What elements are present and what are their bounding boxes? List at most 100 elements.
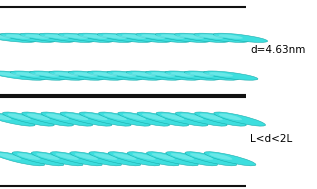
Ellipse shape	[68, 71, 123, 80]
Ellipse shape	[180, 114, 204, 120]
Ellipse shape	[97, 33, 152, 42]
Ellipse shape	[29, 71, 84, 80]
Ellipse shape	[107, 71, 161, 80]
Ellipse shape	[102, 34, 127, 39]
Ellipse shape	[195, 112, 246, 126]
Ellipse shape	[218, 34, 243, 39]
Ellipse shape	[185, 152, 237, 166]
Ellipse shape	[194, 33, 248, 42]
Ellipse shape	[180, 34, 204, 39]
Ellipse shape	[17, 153, 40, 160]
Ellipse shape	[155, 33, 210, 42]
Ellipse shape	[152, 153, 175, 160]
Ellipse shape	[147, 152, 198, 166]
Ellipse shape	[51, 152, 102, 166]
Ellipse shape	[27, 114, 50, 120]
Ellipse shape	[59, 33, 113, 42]
Ellipse shape	[171, 153, 194, 160]
Ellipse shape	[118, 112, 170, 126]
Ellipse shape	[132, 153, 156, 160]
Ellipse shape	[89, 152, 141, 166]
Ellipse shape	[175, 33, 229, 42]
Ellipse shape	[99, 112, 150, 126]
Ellipse shape	[0, 33, 36, 42]
Ellipse shape	[87, 71, 142, 80]
Ellipse shape	[94, 153, 117, 160]
Text: L<d<2L: L<d<2L	[250, 134, 293, 144]
Ellipse shape	[0, 112, 35, 126]
Ellipse shape	[20, 33, 74, 42]
Ellipse shape	[44, 34, 69, 39]
Ellipse shape	[0, 72, 21, 77]
Ellipse shape	[54, 72, 79, 77]
Ellipse shape	[199, 114, 223, 120]
Ellipse shape	[126, 71, 181, 80]
Ellipse shape	[6, 34, 30, 39]
Ellipse shape	[65, 114, 88, 120]
Ellipse shape	[3, 112, 54, 126]
Ellipse shape	[132, 72, 156, 77]
Ellipse shape	[35, 72, 59, 77]
Ellipse shape	[190, 153, 213, 160]
Ellipse shape	[25, 34, 49, 39]
Ellipse shape	[12, 152, 64, 166]
Ellipse shape	[204, 71, 258, 80]
Ellipse shape	[209, 153, 232, 160]
Ellipse shape	[10, 71, 65, 80]
Ellipse shape	[22, 112, 74, 126]
Ellipse shape	[199, 34, 223, 39]
Ellipse shape	[204, 152, 256, 166]
Ellipse shape	[184, 71, 239, 80]
Ellipse shape	[122, 34, 146, 39]
Ellipse shape	[104, 114, 127, 120]
Text: d=4.63nm: d=4.63nm	[250, 45, 306, 55]
Ellipse shape	[160, 34, 185, 39]
Ellipse shape	[16, 72, 40, 77]
Ellipse shape	[0, 34, 11, 39]
Ellipse shape	[36, 153, 60, 160]
Ellipse shape	[39, 33, 94, 42]
Ellipse shape	[142, 114, 165, 120]
Ellipse shape	[165, 71, 219, 80]
Ellipse shape	[146, 71, 200, 80]
Ellipse shape	[214, 112, 265, 126]
Ellipse shape	[166, 152, 217, 166]
Ellipse shape	[108, 152, 160, 166]
Ellipse shape	[78, 33, 132, 42]
Ellipse shape	[83, 34, 107, 39]
Ellipse shape	[137, 112, 189, 126]
Ellipse shape	[0, 153, 21, 160]
Ellipse shape	[219, 114, 242, 120]
Ellipse shape	[117, 33, 171, 42]
Ellipse shape	[170, 72, 195, 77]
Ellipse shape	[141, 34, 165, 39]
Ellipse shape	[161, 114, 184, 120]
Ellipse shape	[1, 33, 55, 42]
Ellipse shape	[213, 33, 268, 42]
Ellipse shape	[74, 72, 98, 77]
Ellipse shape	[84, 114, 107, 120]
Ellipse shape	[64, 34, 88, 39]
Ellipse shape	[123, 114, 146, 120]
Ellipse shape	[8, 114, 31, 120]
Ellipse shape	[127, 152, 179, 166]
Ellipse shape	[70, 152, 121, 166]
Ellipse shape	[93, 72, 117, 77]
Ellipse shape	[156, 112, 208, 126]
Ellipse shape	[113, 153, 136, 160]
Ellipse shape	[0, 114, 12, 120]
Ellipse shape	[31, 152, 83, 166]
Ellipse shape	[190, 72, 214, 77]
Ellipse shape	[175, 112, 227, 126]
Ellipse shape	[0, 152, 45, 166]
Ellipse shape	[46, 114, 69, 120]
Ellipse shape	[151, 72, 175, 77]
Ellipse shape	[41, 112, 93, 126]
Ellipse shape	[60, 112, 112, 126]
Ellipse shape	[112, 72, 137, 77]
Ellipse shape	[79, 112, 131, 126]
Ellipse shape	[209, 72, 233, 77]
Ellipse shape	[49, 71, 103, 80]
Ellipse shape	[55, 153, 79, 160]
Ellipse shape	[0, 71, 45, 80]
